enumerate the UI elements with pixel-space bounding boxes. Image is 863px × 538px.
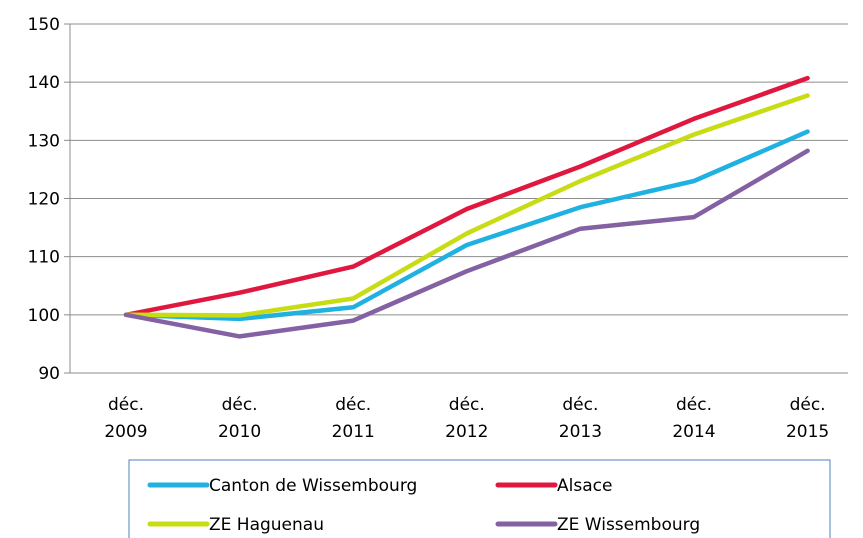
x-tick-label: déc. [676, 395, 712, 415]
x-tick-label: 2012 [445, 422, 488, 442]
x-tick-label: déc. [108, 395, 144, 415]
legend-label: Canton de Wissembourg [209, 476, 417, 496]
y-tick-label: 150 [28, 15, 60, 35]
x-tick-label: déc. [335, 395, 371, 415]
x-tick-label: 2010 [218, 422, 261, 442]
x-tick-label: déc. [222, 395, 258, 415]
x-tick-label: déc. [562, 395, 598, 415]
x-tick-label: 2009 [104, 422, 147, 442]
x-tick-label: 2014 [672, 422, 715, 442]
legend-label: Alsace [557, 476, 612, 496]
y-tick-label: 100 [28, 306, 60, 326]
y-axis-ticks: 90 100 110 120 130 140 150 [28, 15, 70, 384]
series-line-2 [123, 93, 810, 318]
grid-lines [70, 23, 848, 316]
y-tick-label: 140 [28, 73, 60, 93]
legend: Canton de Wissembourg Alsace ZE Haguenau ZE… [128, 459, 831, 538]
y-tick-label: 110 [28, 248, 60, 268]
x-tick-label: 2011 [332, 422, 375, 442]
y-tick-label: 120 [28, 190, 60, 210]
legend-label: ZE Haguenau [209, 515, 324, 535]
x-axis-ticks: déc. 2009 déc. 2010 déc. 2011 déc. 2012 déc. 2013… [104, 395, 829, 442]
series-line-0 [123, 129, 810, 322]
series-lines [123, 75, 810, 339]
series-line-3 [123, 148, 810, 339]
legend-label: ZE Wissembourg [557, 515, 700, 535]
x-tick-label: déc. [449, 395, 485, 415]
x-tick-label: déc. [790, 395, 826, 415]
series-line-1 [123, 75, 810, 318]
y-tick-label: 130 [28, 131, 60, 151]
x-tick-label: 2013 [559, 422, 602, 442]
y-tick-label: 90 [38, 364, 60, 384]
x-tick-label: 2015 [786, 422, 829, 442]
legend-box [128, 459, 831, 538]
